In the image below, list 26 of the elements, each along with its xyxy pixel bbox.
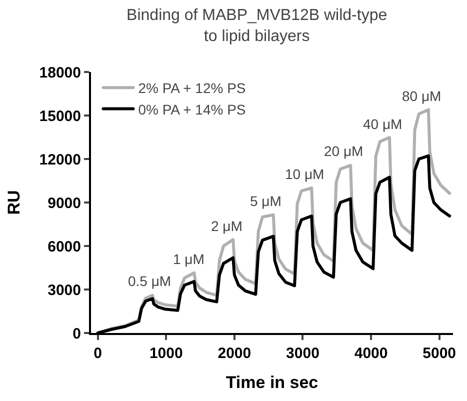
annotation: 20 μM bbox=[324, 143, 364, 159]
y-tick-label: 15000 bbox=[39, 108, 81, 125]
x-tick-label: 2000 bbox=[218, 345, 252, 362]
y-tick-label: 9000 bbox=[48, 194, 81, 212]
annotation: 80 μM bbox=[402, 88, 442, 104]
x-tick-label: 5000 bbox=[422, 345, 456, 362]
chart-title: Binding of MABP_MVB12B wild-type to lipid bilayers bbox=[126, 7, 388, 45]
x-tick-label: 0 bbox=[94, 345, 102, 362]
annotation: 40 μM bbox=[363, 116, 402, 132]
y-tick-label: 3000 bbox=[48, 282, 81, 299]
annotation: 2 μM bbox=[211, 218, 242, 234]
annotation: 0.5 μM bbox=[128, 273, 172, 289]
y-tick-label: 12000 bbox=[39, 151, 81, 168]
x-tick-label: 3000 bbox=[286, 345, 320, 362]
x-tick-label: 4000 bbox=[354, 345, 388, 362]
annotation: 10 μM bbox=[285, 166, 324, 182]
annotation: 5 μM bbox=[250, 193, 282, 209]
x-tick-label: 1000 bbox=[149, 345, 183, 362]
y-tick-label: 6000 bbox=[48, 238, 81, 256]
legend-label: 2% PA + 12% PS bbox=[138, 80, 246, 96]
x-axis-title: Time in sec bbox=[226, 372, 318, 392]
y-tick-label: 18000 bbox=[39, 64, 81, 82]
y-tick-label: 0 bbox=[72, 325, 81, 342]
annotation: 1 μM bbox=[173, 251, 204, 267]
legend-label: 0% PA + 14% PS bbox=[138, 101, 246, 118]
y-axis-title: RU bbox=[4, 190, 24, 215]
